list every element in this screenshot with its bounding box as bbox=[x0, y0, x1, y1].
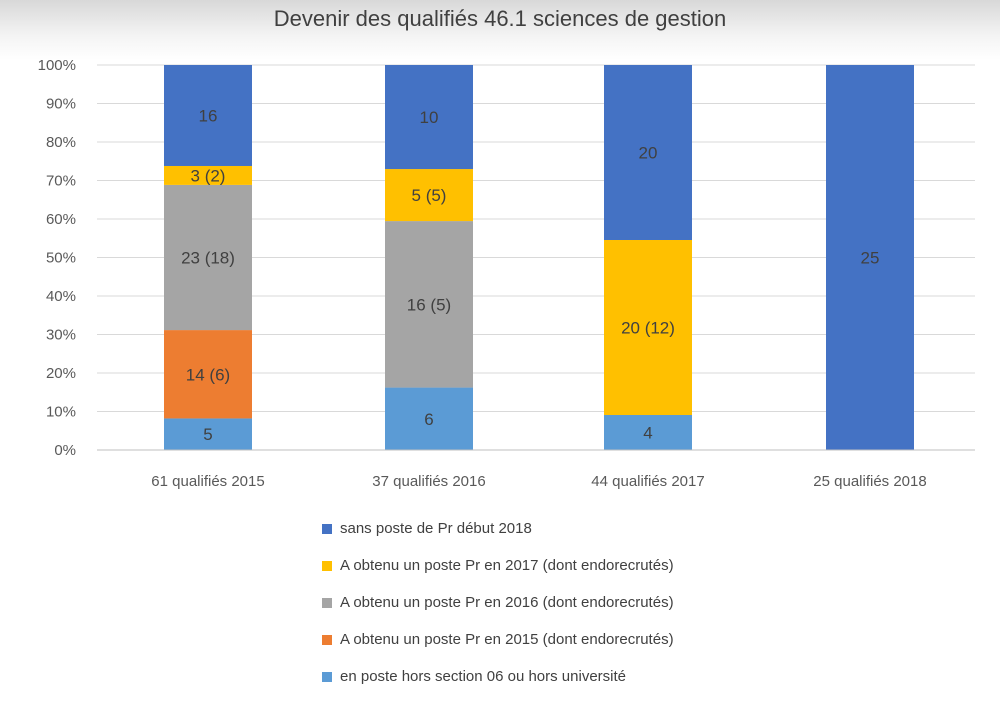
bar-segment bbox=[164, 65, 252, 166]
y-tick-label: 90% bbox=[46, 96, 76, 113]
data-label: 16 (5) bbox=[407, 295, 451, 314]
y-tick-label: 60% bbox=[46, 211, 76, 228]
bar-segment bbox=[385, 221, 473, 388]
legend-item: sans poste de Pr début 2018 bbox=[322, 510, 674, 547]
legend-label: A obtenu un poste Pr en 2016 (dont endor… bbox=[340, 594, 674, 611]
data-label: 23 (18) bbox=[181, 249, 235, 268]
title-band bbox=[0, 0, 1000, 60]
bar-segment bbox=[604, 240, 692, 415]
data-label: 25 bbox=[861, 249, 880, 268]
legend-item: A obtenu un poste Pr en 2016 (dont endor… bbox=[322, 584, 674, 621]
x-tick-label: 44 qualifiés 2017 bbox=[591, 473, 704, 490]
legend: sans poste de Pr début 2018 A obtenu un p… bbox=[322, 510, 674, 695]
legend-item: en poste hors section 06 ou hors univers… bbox=[322, 658, 674, 695]
y-tick-label: 100% bbox=[38, 57, 76, 74]
bar-segment bbox=[164, 165, 252, 185]
bar-segment bbox=[164, 418, 252, 450]
y-tick-label: 20% bbox=[46, 365, 76, 382]
y-tick-label: 0% bbox=[54, 442, 76, 459]
data-label: 16 bbox=[199, 106, 218, 125]
legend-swatch bbox=[322, 597, 332, 608]
y-tick-label: 10% bbox=[46, 404, 76, 421]
bar-segment bbox=[826, 65, 914, 450]
legend-label: sans poste de Pr début 2018 bbox=[340, 520, 532, 537]
legend-swatch bbox=[322, 560, 332, 571]
y-tick-label: 80% bbox=[46, 134, 76, 151]
legend-swatch bbox=[322, 523, 332, 534]
legend-label: A obtenu un poste Pr en 2015 (dont endor… bbox=[340, 631, 674, 648]
data-label: 20 (12) bbox=[621, 319, 675, 338]
data-label: 5 bbox=[203, 425, 212, 444]
y-tick-label: 30% bbox=[46, 327, 76, 344]
bar-segment bbox=[385, 169, 473, 222]
bar-segment bbox=[385, 387, 473, 450]
legend-item: A obtenu un poste Pr en 2015 (dont endor… bbox=[322, 621, 674, 658]
stacked-bar-chart: 0% 10% 20% 30% 40% 50% 60% 70% 80% 90% 100% 5 14 (6)… bbox=[38, 57, 975, 490]
bar-segment bbox=[604, 415, 692, 450]
data-label: 10 bbox=[420, 108, 439, 127]
data-label: 3 (2) bbox=[191, 166, 226, 185]
legend-swatch bbox=[322, 671, 332, 682]
legend-label: en poste hors section 06 ou hors univers… bbox=[340, 668, 627, 685]
chart-title: Devenir des qualifiés 46.1 sciences de g… bbox=[273, 6, 727, 31]
data-label: 4 bbox=[643, 424, 652, 443]
bar-segment bbox=[385, 65, 473, 170]
bar-segment bbox=[164, 184, 252, 331]
legend-label: A obtenu un poste Pr en 2017 (dont endor… bbox=[340, 557, 674, 574]
legend-item: A obtenu un poste Pr en 2017 (dont endor… bbox=[322, 547, 674, 584]
y-tick-label: 50% bbox=[46, 250, 76, 267]
bar-segment bbox=[604, 65, 692, 240]
x-tick-label: 37 qualifiés 2016 bbox=[372, 473, 485, 490]
x-tick-label: 25 qualifiés 2018 bbox=[813, 473, 926, 490]
bar-segment bbox=[164, 330, 252, 419]
data-label: 14 (6) bbox=[186, 365, 230, 384]
y-tick-label: 70% bbox=[46, 173, 76, 190]
data-label: 6 bbox=[424, 410, 433, 429]
legend-swatch bbox=[322, 634, 332, 645]
data-label: 5 (5) bbox=[412, 186, 447, 205]
x-tick-label: 61 qualifiés 2015 bbox=[151, 473, 264, 490]
y-tick-label: 40% bbox=[46, 288, 76, 305]
data-label: 20 bbox=[639, 144, 658, 163]
